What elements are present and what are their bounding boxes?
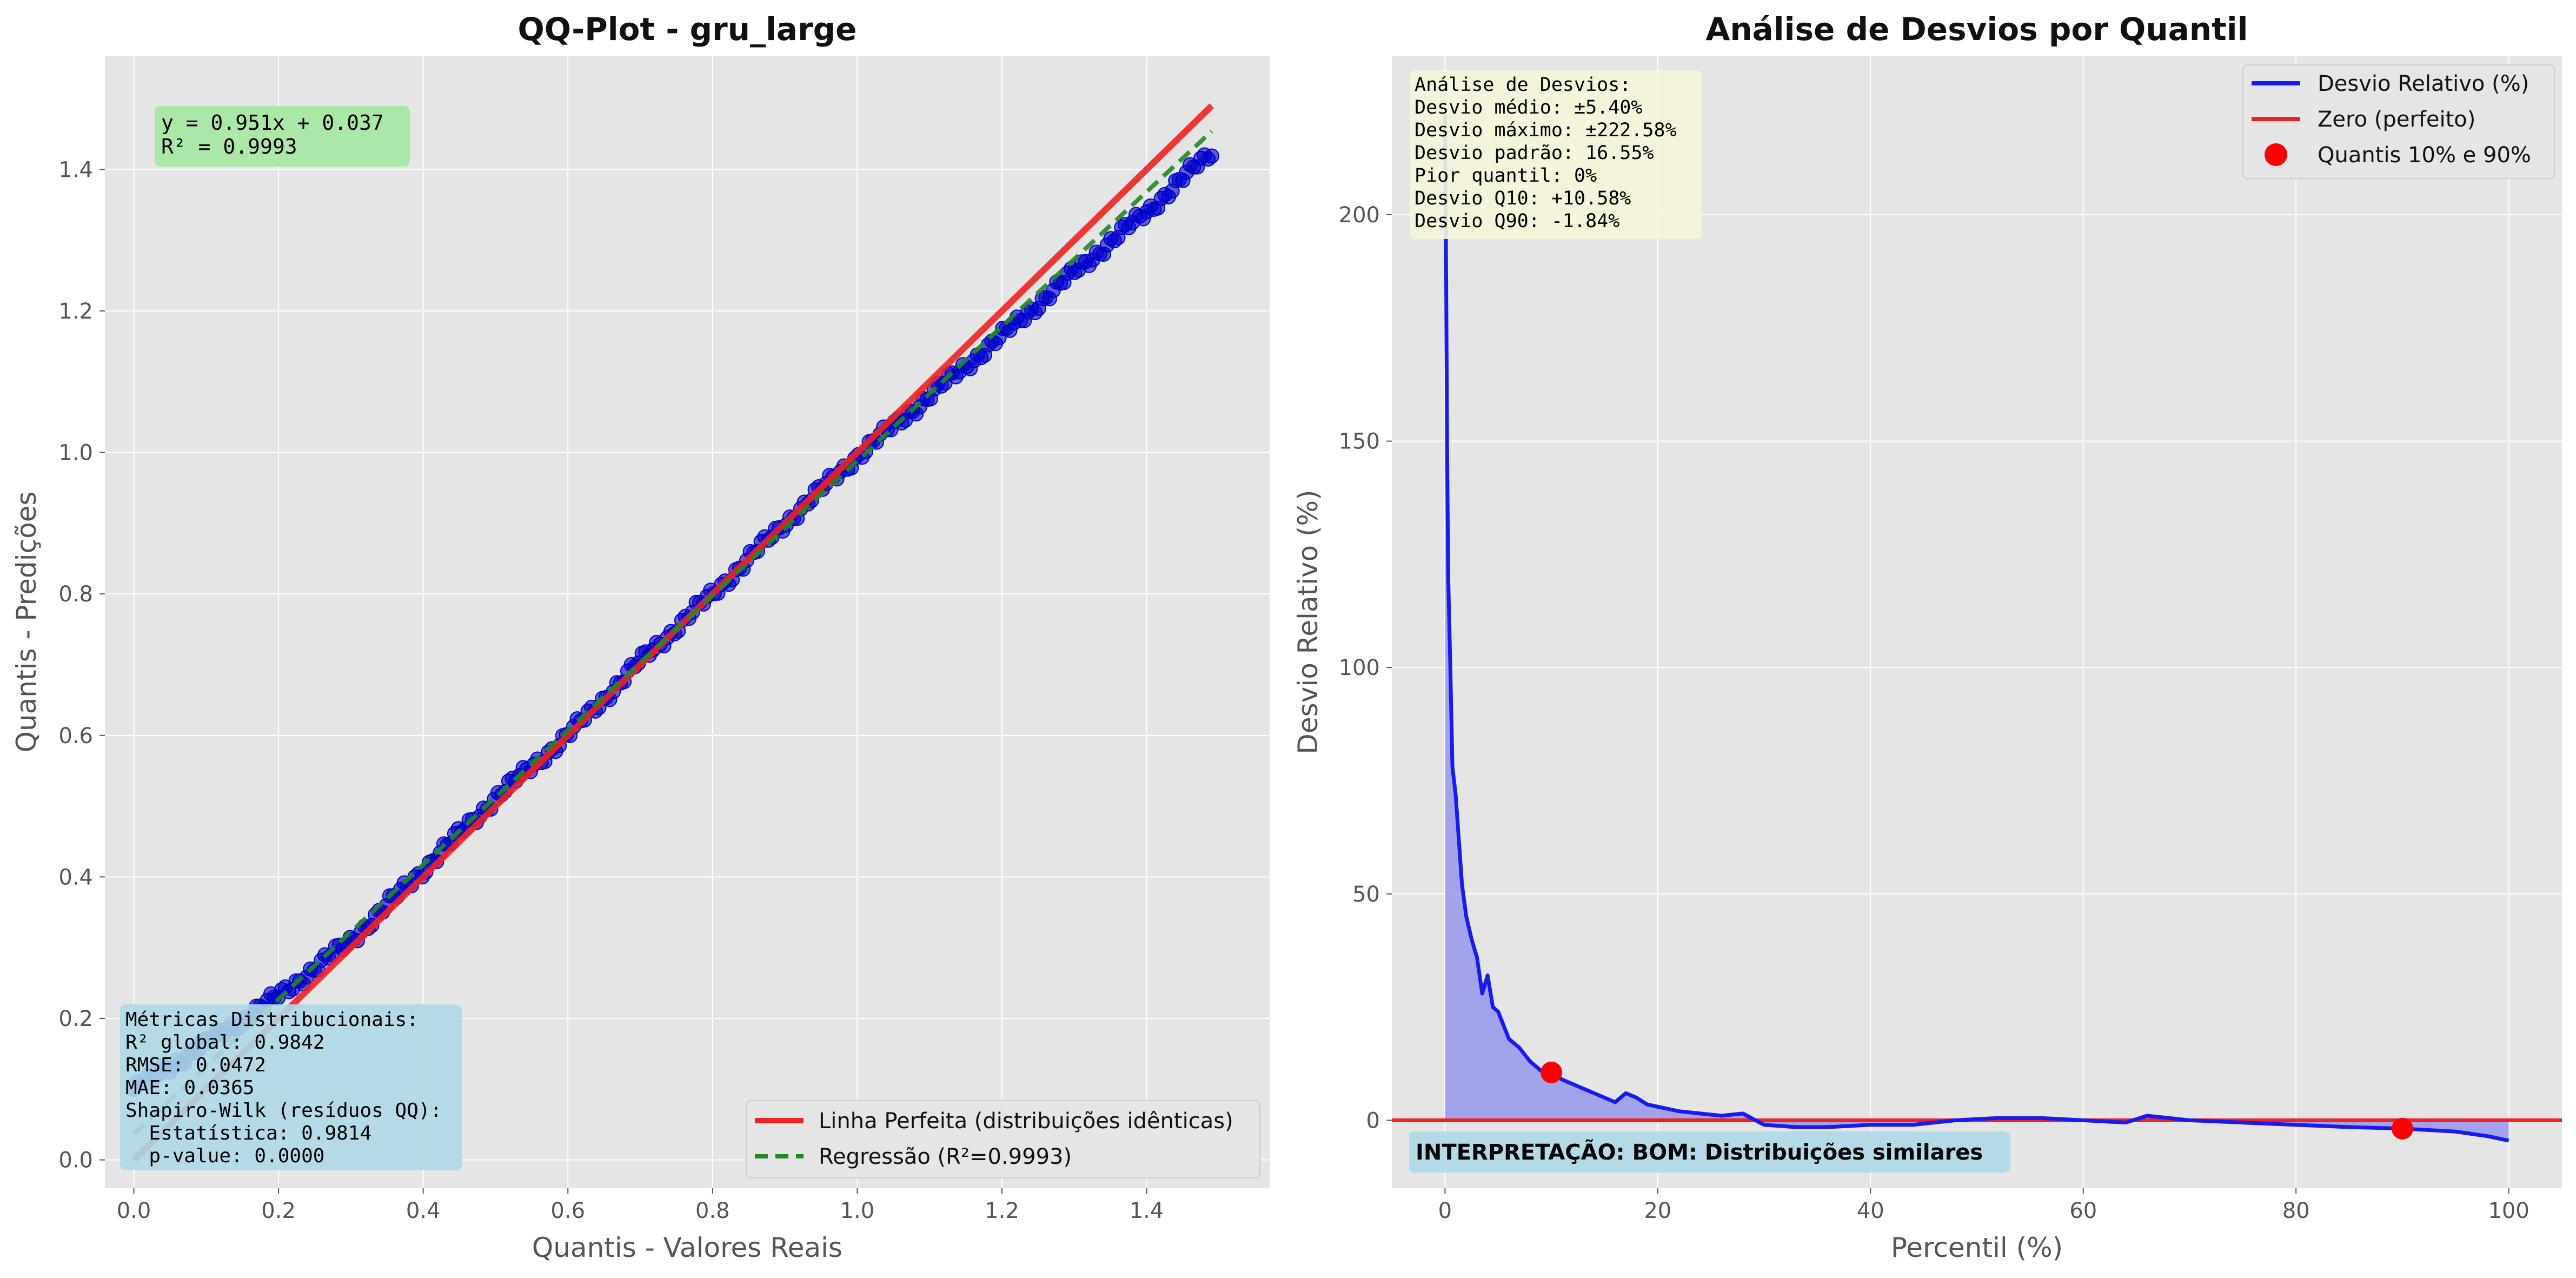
deviation-plot-title: Análise de Desvios por Quantil [1705, 11, 2248, 48]
deviation-legend-frame [2242, 64, 2555, 179]
qq-metrics-line: Métricas Distribucionais: [125, 1009, 419, 1031]
qq-regression-line [132, 129, 1213, 1136]
qq-grid [105, 56, 1270, 1188]
qq-metrics-line: RMSE: 0.0472 [125, 1054, 266, 1076]
deviation-stats-line: Desvio máximo: ±222.58% [1415, 120, 1677, 141]
qq-x-tick-label: 1.0 [840, 1198, 875, 1223]
qq-y-tick-label: 1.0 [58, 441, 93, 466]
deviation-x-tick-label: 100 [2488, 1198, 2529, 1223]
qq-equation-box: y = 0.951x + 0.037 R² = 0.9993 [155, 106, 410, 167]
deviation-y-tick-label: 150 [1339, 429, 1380, 454]
deviation-stats-line: Análise de Desvios: [1415, 74, 1631, 96]
deviation-x-tick-label: 80 [2282, 1198, 2310, 1223]
quantile-marker [1541, 1061, 1563, 1083]
qq-r2-line: R² = 0.9993 [161, 135, 297, 158]
qq-x-tick-label: 1.2 [985, 1198, 1019, 1223]
deviation-x-ticks: 0 20 40 60 80 100 [1438, 1188, 2529, 1223]
qq-metrics-box-bg [120, 1004, 462, 1170]
qq-x-tick-label: 0.0 [117, 1198, 151, 1223]
deviation-stats-line: Desvio Q10: +10.58% [1415, 188, 1631, 209]
deviation-line [1443, 115, 2509, 1143]
deviation-analysis-panel: 0 20 40 60 80 100 0 50 100 150 200 Análise de Des… [1292, 11, 2562, 1263]
qq-point [1204, 148, 1219, 164]
deviation-stats-box: Análise de Desvios: Desvio médio: ±5.40%… [1410, 70, 1702, 239]
qq-y-tick-label: 1.4 [58, 157, 93, 182]
qq-x-tick-label: 0.2 [261, 1198, 296, 1223]
qq-legend-perfect-label: Linha Perfeita (distribuições idênticas) [819, 1109, 1233, 1134]
deviation-x-tick-label: 60 [2069, 1198, 2097, 1223]
deviation-legend-marker-label: Quantis 10% e 90% [2318, 143, 2531, 168]
deviation-x-axis-label: Percentil (%) [1891, 1232, 2063, 1263]
deviation-series-layer [1392, 115, 2562, 1143]
qq-x-tick-label: 0.8 [695, 1198, 730, 1223]
interpretation-box: INTERPRETAÇÃO: BOM: Distribuições simila… [1409, 1131, 2010, 1173]
qq-metrics-line: p-value: 0.0000 [125, 1145, 324, 1167]
qq-metrics-line: MAE: 0.0365 [125, 1077, 254, 1099]
qq-x-tick-label: 0.4 [406, 1198, 441, 1223]
deviation-stats-box-bg [1410, 70, 1702, 239]
qq-equation-box-bg [155, 106, 410, 167]
deviation-y-tick-label: 50 [1352, 882, 1380, 907]
qq-y-tick-label: 0.2 [58, 1006, 93, 1031]
qq-plot-panel: 0.0 0.2 0.4 0.6 0.8 1.0 1.2 1.4 0.0 0.2 0.4 0.6 0.8… [11, 11, 1270, 1263]
deviation-stats-line: Desvio padrão: 16.55% [1415, 142, 1654, 164]
deviation-legend-series-label: Desvio Relativo (%) [2318, 71, 2529, 96]
qq-metrics-line: Shapiro-Wilk (resíduos QQ): [125, 1100, 442, 1122]
qq-lines-layer [131, 103, 1214, 1162]
deviation-y-tick-label: 0 [1366, 1108, 1380, 1133]
qq-legend: Linha Perfeita (distribuições idênticas)… [746, 1100, 1260, 1178]
qq-y-tick-label: 0.6 [58, 724, 93, 749]
qq-metrics-box: Métricas Distribucionais: R² global: 0.9… [120, 1004, 462, 1170]
deviation-stats-line: Desvio médio: ±5.40% [1415, 97, 1642, 118]
qq-y-axis-label: Quantis - Predições [11, 492, 42, 753]
deviation-plot-area [1392, 56, 2562, 1188]
deviation-legend-marker-swatch [2265, 143, 2287, 166]
deviation-y-ticks: 0 50 100 150 200 [1339, 203, 1392, 1133]
qq-x-ticks: 0.0 0.2 0.4 0.6 0.8 1.0 1.2 1.4 [117, 1188, 1164, 1223]
interpretation-box-bg [1409, 1131, 2010, 1173]
deviation-x-tick-label: 0 [1438, 1198, 1452, 1223]
qq-y-tick-label: 0.8 [58, 582, 93, 607]
qq-y-ticks: 0.0 0.2 0.4 0.6 0.8 1.0 1.2 1.4 [58, 157, 105, 1173]
deviation-legend: Desvio Relativo (%) Zero (perfeito) Quan… [2242, 64, 2555, 179]
deviation-x-tick-label: 20 [1644, 1198, 1671, 1223]
deviation-y-tick-label: 100 [1339, 655, 1380, 680]
qq-y-tick-label: 0.4 [58, 865, 93, 890]
qq-y-tick-label: 0.0 [58, 1148, 93, 1173]
interpretation-text: INTERPRETAÇÃO: BOM: Distribuições simila… [1416, 1138, 1983, 1165]
deviation-legend-zero-label: Zero (perfeito) [2318, 107, 2475, 132]
deviation-y-axis-label: Desvio Relativo (%) [1292, 489, 1324, 754]
qq-y-tick-label: 1.2 [58, 299, 93, 324]
qq-legend-frame [746, 1100, 1260, 1178]
qq-metrics-line: Estatística: 0.9814 [125, 1122, 371, 1144]
qq-x-axis-label: Quantis - Valores Reais [532, 1232, 842, 1263]
qq-x-tick-label: 0.6 [550, 1198, 585, 1223]
qq-x-tick-label: 1.4 [1130, 1198, 1164, 1223]
qq-plot-title: QQ-Plot - gru_large [517, 11, 857, 48]
qq-metrics-line: R² global: 0.9842 [125, 1031, 324, 1054]
deviation-y-tick-label: 200 [1339, 203, 1380, 228]
quantile-marker [2391, 1117, 2413, 1140]
qq-legend-regression-label: Regressão (R²=0.9993) [819, 1144, 1072, 1169]
deviation-x-tick-label: 40 [1857, 1198, 1884, 1223]
deviation-stats-line: Pior quantil: 0% [1415, 165, 1597, 187]
qq-equation-line: y = 0.951x + 0.037 [161, 111, 384, 135]
deviation-stats-line: Desvio Q90: -1.84% [1415, 210, 1619, 232]
